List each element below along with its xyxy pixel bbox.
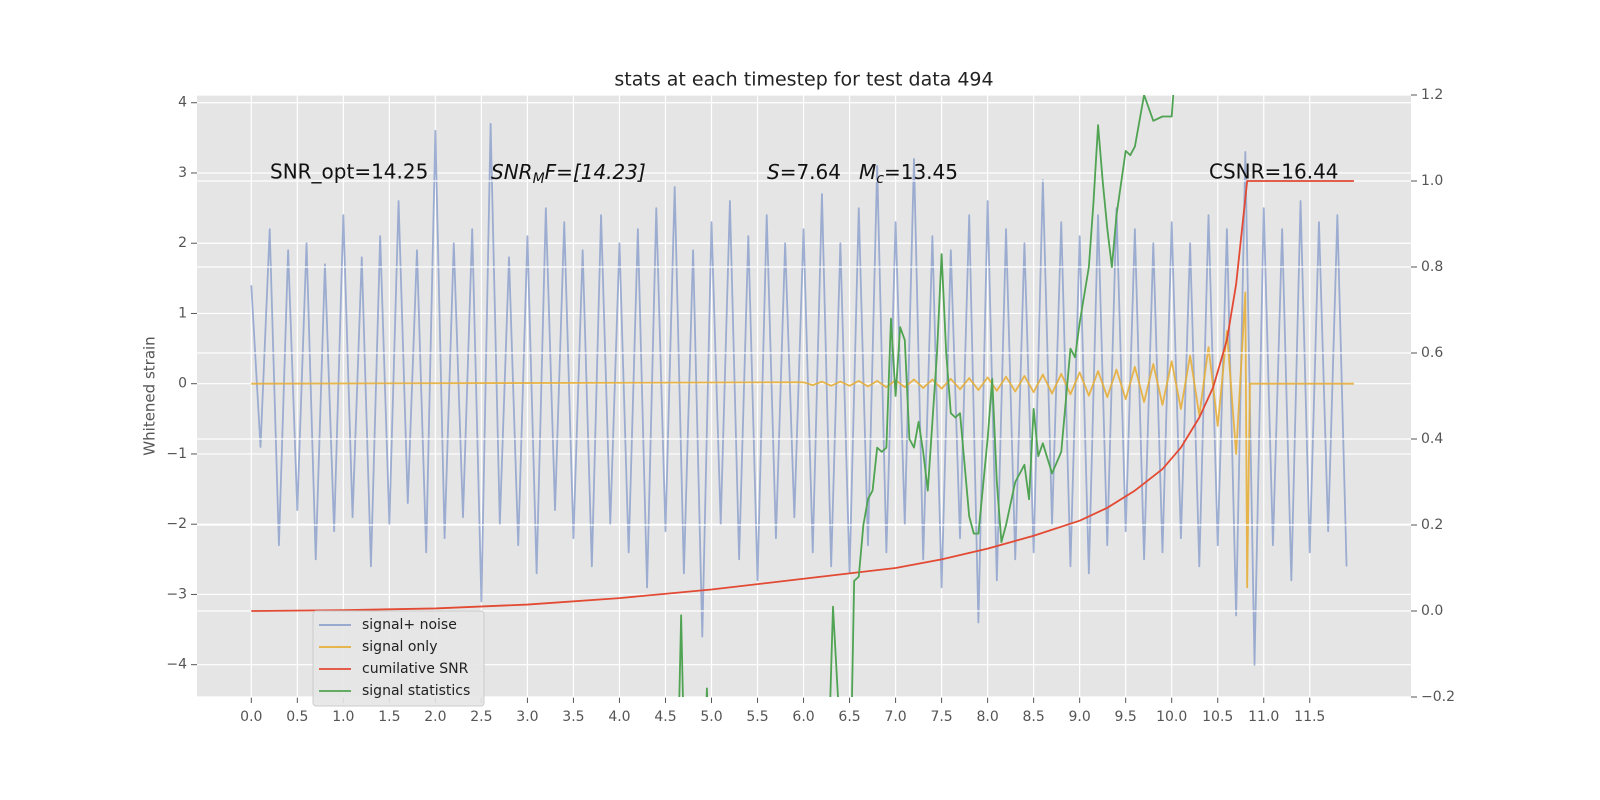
annotation: SNRMF=[14.23] <box>491 160 646 188</box>
y-tick-label: −2 <box>166 516 187 532</box>
y2-tick-label: 0.4 <box>1421 431 1443 447</box>
x-tick-label: 1.0 <box>332 709 354 725</box>
annotation-part: F=[14.23] <box>545 160 646 184</box>
y2-tick-label: 0.6 <box>1421 345 1443 361</box>
x-tick-label: 6.0 <box>792 709 814 725</box>
annotation-subscript: c <box>876 171 884 187</box>
x-tick-label: 7.5 <box>930 709 952 725</box>
series-layer <box>251 95 1354 697</box>
annotation-part: F=[14.23] <box>545 160 646 184</box>
annotation: S=7.64 <box>767 160 841 184</box>
y-tick-label: 4 <box>178 95 187 111</box>
x-tick-label: 7.0 <box>884 709 906 725</box>
y-tick-label: 2 <box>178 235 187 251</box>
x-tick-label: 2.0 <box>424 709 446 725</box>
x-tick-label: 4.0 <box>608 709 630 725</box>
x-tick-label: 11.5 <box>1294 709 1325 725</box>
annotation-subscript: M <box>533 171 545 187</box>
x-tick-label: 4.5 <box>654 709 676 725</box>
x-tick-label: 3.5 <box>562 709 584 725</box>
annotation: CSNR=16.44 <box>1209 160 1339 184</box>
x-tick-label: 0.5 <box>286 709 308 725</box>
y2-tick-label: 1.2 <box>1421 87 1443 103</box>
series-line <box>678 95 1175 697</box>
legend-box <box>312 610 485 707</box>
annotation-part: =13.45 <box>884 160 958 184</box>
x-tick-label: 6.5 <box>838 709 860 725</box>
y-tick-label: −4 <box>166 657 187 673</box>
annotation: SNR_opt=14.25 <box>270 160 428 184</box>
x-tick-label: 11.0 <box>1248 709 1279 725</box>
y2-tick-label: 1.0 <box>1421 173 1443 189</box>
x-tick-label: 9.5 <box>1115 709 1137 725</box>
y2-tick-label: 0.2 <box>1421 517 1443 533</box>
x-tick-label: 8.0 <box>976 709 998 725</box>
series-line <box>251 180 1354 612</box>
x-tick-label: 0.0 <box>240 709 262 725</box>
legend-label: signal only <box>362 639 437 655</box>
y-tick-label: −1 <box>166 446 187 462</box>
series-line <box>251 291 1354 589</box>
y2-tick-label: 0.0 <box>1421 603 1443 619</box>
x-tick-label: 5.0 <box>700 709 722 725</box>
series-layer <box>250 122 1354 666</box>
legend-label: signal+ noise <box>362 617 457 633</box>
x-tick-label: 10.0 <box>1156 709 1187 725</box>
x-tick-label: 10.5 <box>1202 709 1233 725</box>
x-tick-label: 9.0 <box>1069 709 1091 725</box>
annotation-part: =7.64 <box>780 160 841 184</box>
y-tick-label: 0 <box>178 376 187 392</box>
y2-tick-label: 0.8 <box>1421 259 1443 275</box>
annotation: Mc=13.45 <box>859 160 958 188</box>
y-tick-label: −3 <box>166 586 187 602</box>
y-tick-label: 3 <box>178 165 187 181</box>
y2-tick-label: −0.2 <box>1421 689 1455 705</box>
x-tick-label: 8.5 <box>1023 709 1045 725</box>
annotation-part: SNR <box>491 160 533 184</box>
x-tick-label: 1.5 <box>378 709 400 725</box>
x-tick-label: 3.0 <box>516 709 538 725</box>
annotation-part: M <box>859 160 876 184</box>
annotation-part: S <box>767 160 780 184</box>
series-line <box>250 122 1348 666</box>
y-tick-label: 1 <box>178 305 187 321</box>
legend-label: signal statistics <box>362 683 470 699</box>
chart-title: stats at each timestep for test data 494 <box>614 69 993 91</box>
x-tick-label: 5.5 <box>746 709 768 725</box>
y-axis-label: Whitened strain <box>141 336 159 455</box>
legend-label: cumilative SNR <box>362 661 469 677</box>
x-tick-label: 2.5 <box>470 709 492 725</box>
